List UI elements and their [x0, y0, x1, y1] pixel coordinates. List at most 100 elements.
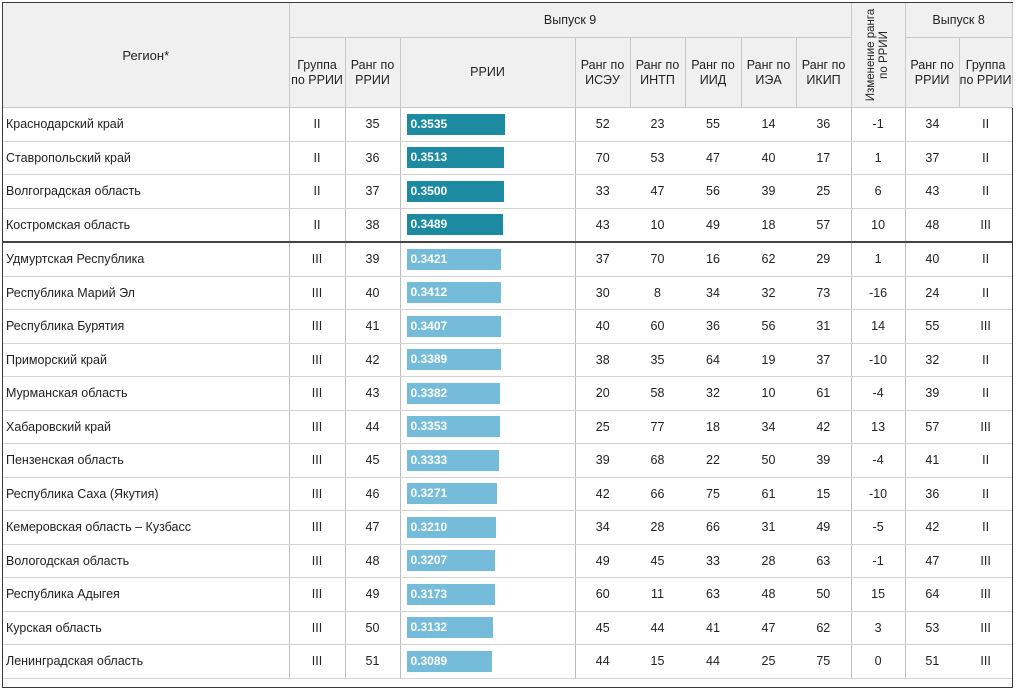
- rank-rrii-8-cell: 57: [905, 410, 960, 444]
- table-row: Волгоградская область II 37 0.3500 33 47 56 39 2…: [3, 174, 1013, 209]
- rank-intp-cell: 45: [630, 544, 685, 578]
- group-rrii-8-cell: II: [959, 343, 1013, 377]
- region-cell: Волгоградская область: [3, 174, 290, 209]
- rank-iseu-cell: 45: [575, 611, 630, 645]
- group-cell: II: [289, 141, 346, 175]
- rank-iea-cell: 32: [741, 276, 796, 310]
- rank-ikip-cell: 49: [796, 510, 852, 545]
- rank-rrii-8-cell: 55: [905, 309, 960, 344]
- rank-iea-cell: 56: [741, 309, 796, 344]
- rank-iid-cell: 22: [685, 443, 741, 478]
- rank-intp-header: Ранг по ИНТП: [630, 37, 686, 108]
- rank-iseu-cell: 43: [575, 208, 630, 243]
- rank-iea-cell: 62: [741, 241, 796, 277]
- rrii-cell: 0.3389: [400, 343, 576, 377]
- table-row: Вологодская область III 48 0.3207 49 45 33 28 63…: [3, 544, 1013, 578]
- rank-cell: 37: [345, 174, 401, 209]
- rrii-cell: 0.3207: [400, 544, 576, 578]
- rank-ikip-cell: 29: [796, 241, 852, 277]
- table-row: Республика Марий Эл III 40 0.3412 30 8 34 32 73-…: [3, 276, 1013, 310]
- rank-change-cell: 6: [851, 174, 906, 209]
- rank-iea-cell: 50: [741, 443, 796, 478]
- rrii-cell: 0.3132: [400, 611, 576, 645]
- rank-iseu-cell: 39: [575, 443, 630, 478]
- rank-cell: 42: [345, 343, 401, 377]
- rank-rrii-8-header: Ранг по РРИИ: [905, 37, 960, 108]
- group-rrii-8-cell: II: [959, 276, 1013, 310]
- rank-cell: 50: [345, 611, 401, 645]
- rank-iseu-cell: 25: [575, 410, 630, 444]
- rank-intp-cell: 11: [630, 577, 685, 612]
- rank-iseu-header: Ранг по ИСЭУ: [575, 37, 631, 108]
- region-cell: Пензенская область: [3, 443, 290, 478]
- rrii-cell: 0.3500: [400, 174, 576, 209]
- region-cell: Кемеровская область – Кузбасс: [3, 510, 290, 545]
- rrii-cell: 0.3412: [400, 276, 576, 310]
- rrii-cell: 0.3333: [400, 443, 576, 478]
- rank-intp-cell: 10: [630, 208, 685, 243]
- rank-rrii-8-cell: 34: [905, 107, 960, 142]
- rank-iid-cell: 75: [685, 477, 741, 511]
- rank-iseu-cell: 38: [575, 343, 630, 377]
- rank-iid-cell: 64: [685, 343, 741, 377]
- rank-iea-cell: 34: [741, 410, 796, 444]
- rrii-bar: 0.3407: [406, 315, 501, 337]
- rank-ikip-cell: 36: [796, 107, 852, 142]
- rank-change-cell: -5: [851, 510, 906, 545]
- rrii-bar: 0.3412: [406, 282, 502, 304]
- rank-rrii-8-cell: 32: [905, 343, 960, 377]
- group-cell: III: [289, 410, 346, 444]
- rank-rrii-8-cell: 24: [905, 276, 960, 310]
- region-cell: Краснодарский край: [3, 107, 290, 142]
- rank-cell: 51: [345, 644, 401, 679]
- rank-intp-cell: 35: [630, 343, 685, 377]
- rrii-bar: 0.3333: [406, 449, 499, 471]
- rank-iea-cell: 19: [741, 343, 796, 377]
- rank-ikip-cell: 63: [796, 544, 852, 578]
- rank-ikip-header: Ранг по ИКИП: [796, 37, 852, 108]
- rank-iseu-cell: 33: [575, 174, 630, 209]
- region-cell: Вологодская область: [3, 544, 290, 578]
- rank-change-cell: 1: [851, 141, 906, 175]
- rank-iid-cell: 63: [685, 577, 741, 612]
- rank-change-cell: -10: [851, 343, 906, 377]
- group-rrii-8-cell: III: [959, 577, 1013, 612]
- rank-cell: 36: [345, 141, 401, 175]
- rank-iseu-cell: 40: [575, 309, 630, 344]
- rank-iseu-cell: 42: [575, 477, 630, 511]
- rank-change-cell: -1: [851, 107, 906, 142]
- group-cell: III: [289, 443, 346, 478]
- rank-change-cell: 10: [851, 208, 906, 243]
- group-rrii-8-cell: II: [959, 443, 1013, 478]
- rank-iid-cell: 41: [685, 611, 741, 645]
- rank-change-cell: 3: [851, 611, 906, 645]
- group-rrii-8-header: Группа по РРИИ: [959, 37, 1013, 108]
- rank-iea-cell: 61: [741, 477, 796, 511]
- region-header: Регион*: [3, 3, 290, 108]
- rank-intp-cell: 60: [630, 309, 685, 344]
- group-cell: II: [289, 208, 346, 243]
- rank-intp-cell: 53: [630, 141, 685, 175]
- rank-cell: 35: [345, 107, 401, 142]
- release8-header: Выпуск 8: [905, 3, 1013, 38]
- rank-cell: 38: [345, 208, 401, 243]
- rrii-cell: 0.3489: [400, 208, 576, 243]
- rank-iea-cell: 39: [741, 174, 796, 209]
- rank-iseu-cell: 37: [575, 241, 630, 277]
- group-rrii-header: Группа по РРИИ: [289, 37, 346, 108]
- region-cell: Костромская область: [3, 208, 290, 243]
- group-rrii-8-cell: II: [959, 477, 1013, 511]
- group-cell: III: [289, 343, 346, 377]
- rank-intp-cell: 23: [630, 107, 685, 142]
- region-cell: Ставропольский край: [3, 141, 290, 175]
- rrii-cell: 0.3407: [400, 309, 576, 344]
- rank-iid-cell: 18: [685, 410, 741, 444]
- group-cell: III: [289, 510, 346, 545]
- rank-cell: 40: [345, 276, 401, 310]
- rank-ikip-cell: 57: [796, 208, 852, 243]
- rank-cell: 41: [345, 309, 401, 344]
- rank-ikip-cell: 62: [796, 611, 852, 645]
- rank-iid-cell: 32: [685, 376, 741, 411]
- rank-ikip-cell: 31: [796, 309, 852, 344]
